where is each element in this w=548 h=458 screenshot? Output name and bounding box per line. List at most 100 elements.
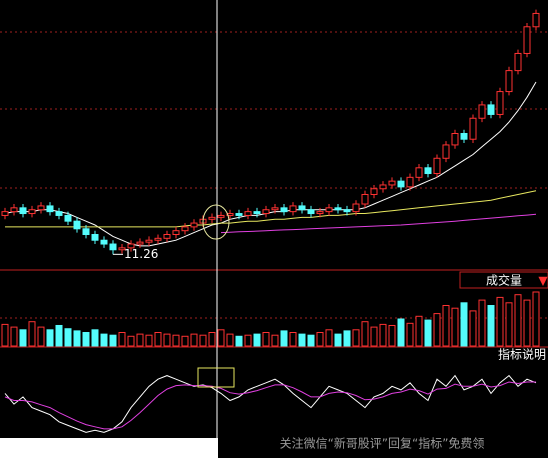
candle-body [145,239,153,243]
candle-body [118,247,126,251]
candle-body [208,216,216,220]
volume-bar [487,305,495,347]
candle-body [73,220,81,230]
volume-bar [46,329,54,347]
candle-body [217,214,225,218]
candle-body [109,243,117,251]
candle-body [1,211,9,216]
watermark: 关注微信“新哥股评”回复“指标”免费领 [280,436,485,451]
volume-bar [181,335,189,347]
candle-body [388,180,396,186]
line [4,81,537,247]
candle-body [496,91,504,115]
volume-bar [163,333,171,347]
volume-bar [235,335,243,347]
volume-bar [361,321,369,347]
candle-body [307,209,315,215]
volume-bar [55,324,63,347]
volume-bar [154,332,162,347]
volume-bar [478,299,486,347]
volume-bar [397,318,405,347]
volume-bar [217,329,225,347]
volume-title: 成交量 [486,273,522,288]
candle-body [433,157,441,175]
volume-bar [145,334,153,347]
volume-bar [127,335,135,347]
candle-body [460,133,468,140]
line [220,213,537,234]
candle-body [55,211,63,216]
volume-bar [226,333,234,347]
line [4,381,536,430]
volume-bar [82,332,90,347]
dropdown-arrow[interactable]: ▼ [538,274,548,288]
candle-body [523,26,531,54]
volume-bar [424,319,432,347]
candle-body [451,133,459,146]
candle-body [235,213,243,216]
candle-body [271,207,279,211]
volume-bar [289,332,297,347]
volume-bar [469,310,477,347]
volume-bar [208,332,216,347]
footer-block [0,438,218,458]
candle-body [280,207,288,213]
volume-header-box [459,271,548,289]
candle-body [163,234,171,239]
volume-bar [523,299,531,347]
volume-bar [496,296,504,347]
candle-body [91,234,99,241]
candle-body [415,167,423,178]
volume-bar [379,323,387,347]
candle-body [127,243,135,249]
volume-bar [442,305,450,347]
candle-body [514,52,522,72]
volume-bar [514,294,522,347]
volume-bar [118,332,126,347]
candle-body [505,70,513,93]
candle-body [397,180,405,188]
candle-body [37,205,45,211]
candle-body [46,205,54,213]
volume-bar [505,302,513,347]
volume-bar [109,334,117,347]
volume-bar [19,329,27,347]
volume-bar [199,334,207,347]
candle-body [10,207,18,213]
candle-body [154,237,162,241]
volume-bar [100,333,108,347]
candle-body [487,104,495,115]
volume-bar [334,333,342,347]
volume-bar [460,302,468,347]
candle-body [325,207,333,213]
candle-body [469,117,477,140]
candle-body [244,211,252,216]
volume-bar [352,329,360,347]
volume-bar [271,334,279,347]
volume-bar [262,332,270,347]
candle-body [316,211,324,215]
candle-body [361,193,369,205]
candle-body [172,230,180,236]
volume-bar [370,326,378,347]
line [4,374,537,433]
volume-bar [433,313,441,347]
candle-body [406,176,414,188]
volume-bar [136,333,144,347]
volume-bar [64,328,72,347]
volume-bar [406,322,414,347]
volume-bar [1,323,9,347]
volume-bar [10,326,18,347]
volume-bar [298,333,306,347]
candle-body [181,226,189,232]
candle-body [19,207,27,215]
candle-body [343,209,351,213]
volume-bar [343,330,351,347]
candle-body [190,222,198,228]
candle-body [289,205,297,213]
candle-body [28,209,36,215]
volume-bar [172,334,180,347]
candle-body [424,167,432,175]
volume-bar [388,324,396,347]
